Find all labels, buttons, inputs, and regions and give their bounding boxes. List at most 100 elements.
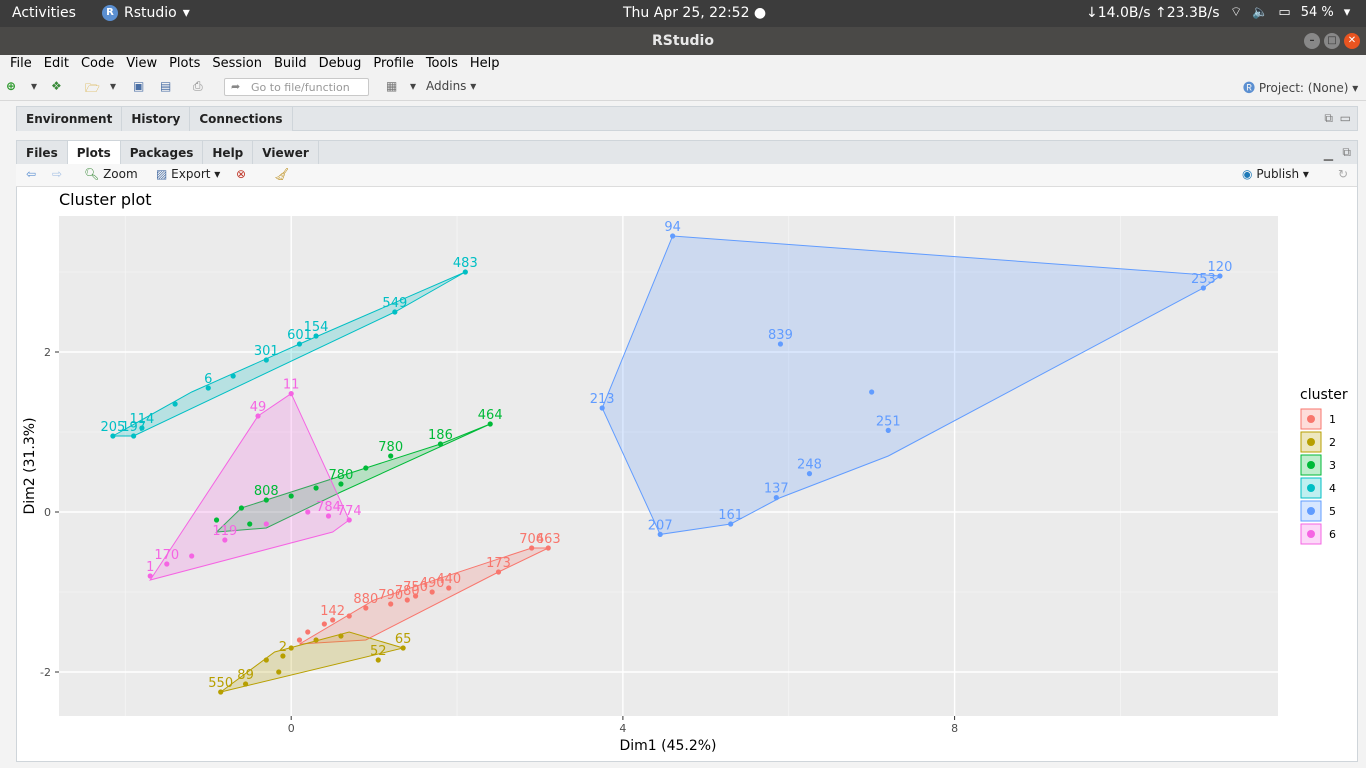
chevron-down-icon[interactable]: ▾ — [410, 79, 417, 93]
legend-label-6: 6 — [1329, 528, 1336, 541]
cluster-3-point — [338, 481, 344, 487]
open-folder-icon[interactable]: 🗁 — [85, 81, 100, 95]
menu-profile[interactable]: Profile — [373, 56, 414, 71]
cluster-1-point-label: 706 — [519, 532, 544, 547]
maximize-pane-icon[interactable]: ▭ — [1339, 111, 1351, 125]
chevron-down-icon[interactable]: ▾ — [31, 79, 38, 93]
legend-label-1: 1 — [1329, 413, 1336, 426]
close-icon[interactable]: ✕ — [1344, 33, 1360, 49]
zoom-button[interactable]: 🔍︎ Zoom — [84, 167, 138, 181]
remove-plot-icon[interactable]: ⊗ — [236, 167, 247, 181]
back-arrow-icon[interactable]: ⇦ — [26, 167, 37, 181]
tab-viewer[interactable]: Viewer — [253, 141, 319, 165]
cluster-5-point — [869, 389, 875, 395]
menu-help[interactable]: Help — [469, 56, 500, 71]
y-axis-label: Dim2 (31.3%) — [22, 417, 38, 514]
tab-history[interactable]: History — [122, 107, 191, 131]
cluster-4-point — [110, 433, 116, 439]
tab-packages[interactable]: Packages — [120, 141, 204, 165]
legend-swatch-3 — [1307, 461, 1315, 469]
system-tray[interactable]: ⌔ 🔈 ▭ 54 % ▾ — [1230, 4, 1351, 21]
new-project-icon[interactable]: ❖ — [51, 79, 62, 93]
cluster-3-point — [313, 485, 319, 491]
battery-percent: 54 % — [1300, 4, 1334, 20]
plot-toolbar: ⇦ ⇨ 🔍︎ Zoom ▨ Export ▾ ⊗ 🧹︎ ◉ Publish ▾ … — [16, 164, 1357, 187]
cluster-2-point — [288, 645, 294, 651]
restore-pane-icon[interactable]: ⧉ — [1324, 111, 1333, 125]
legend-swatch-6 — [1307, 530, 1315, 538]
cluster-2-point — [276, 669, 282, 675]
cluster-5-point-label: 251 — [876, 414, 901, 429]
project-menu[interactable]: 🅡 Project: (None) ▾ — [1243, 81, 1359, 95]
broom-icon[interactable]: 🧹︎ — [274, 167, 290, 181]
cluster-1-point-label: 173 — [486, 556, 511, 571]
cluster-1-point — [495, 569, 502, 575]
tab-plots[interactable]: Plots — [67, 141, 121, 165]
export-button[interactable]: ▨ Export ▾ — [156, 167, 221, 181]
legend-label-5: 5 — [1329, 505, 1336, 518]
cluster-5-point-label: 137 — [764, 482, 789, 497]
save-icon[interactable]: ▣ — [133, 79, 145, 93]
cluster-5-point — [1217, 273, 1223, 279]
new-file-icon[interactable]: ⊕ — [6, 79, 17, 93]
forward-arrow-icon[interactable]: ⇨ — [52, 167, 63, 181]
window-title: RStudio — [652, 33, 714, 49]
legend-label-3: 3 — [1329, 459, 1336, 472]
print-icon[interactable]: ⎙ — [193, 79, 203, 93]
cluster-5-point-label: 253 — [1191, 272, 1216, 287]
cluster-3-point — [487, 421, 493, 427]
cluster-4-point-label: 154 — [304, 320, 329, 335]
export-icon: ▨ — [156, 167, 168, 181]
refresh-icon[interactable]: ↻ — [1338, 167, 1349, 181]
addins-label: Addins — [426, 79, 467, 93]
cluster-4-point — [131, 433, 137, 439]
cluster-2-point-label: 65 — [395, 632, 412, 647]
grid-layout-icon[interactable]: ▦ — [386, 79, 398, 93]
restore-pane-icon[interactable]: ⧉ — [1342, 145, 1351, 159]
grid-lines — [59, 216, 1278, 716]
tab-environment[interactable]: Environment — [17, 107, 123, 131]
legend-swatch-1 — [1307, 415, 1315, 423]
activities-button[interactable]: Activities — [12, 5, 76, 21]
environment-pane: Environment History Connections ⧉ ▭ — [16, 106, 1358, 131]
chevron-down-icon: ▾ — [1343, 4, 1351, 20]
cluster-6-point-label: 170 — [154, 548, 179, 563]
menu-build[interactable]: Build — [273, 56, 307, 71]
tab-connections[interactable]: Connections — [190, 107, 293, 131]
menu-view[interactable]: View — [126, 56, 158, 71]
menu-debug[interactable]: Debug — [318, 56, 362, 71]
tab-files[interactable]: Files — [17, 141, 68, 165]
app-menu-button[interactable]: R Rstudio ▾ — [102, 5, 190, 21]
window-title-bar: RStudio – □ ✕ — [0, 27, 1366, 55]
minimize-icon[interactable]: – — [1304, 33, 1320, 49]
publish-button[interactable]: ◉ Publish ▾ — [1242, 167, 1309, 181]
legend: cluster 1 2 3 4 5 6 — [1300, 387, 1348, 545]
menu-edit[interactable]: Edit — [43, 56, 69, 71]
clock[interactable]: Thu Apr 25, 22:52 ● — [623, 5, 767, 21]
rstudio-logo-icon: R — [102, 5, 118, 21]
menu-code[interactable]: Code — [80, 56, 115, 71]
chevron-down-icon[interactable]: ▾ — [110, 79, 117, 93]
minimize-pane-icon[interactable]: ▁ — [1323, 147, 1333, 161]
cluster-2-point — [313, 637, 319, 643]
wifi-icon: ⌔ — [1230, 5, 1243, 20]
save-all-icon[interactable]: ▤ — [160, 79, 172, 93]
cluster-2-point-label: 52 — [370, 644, 387, 659]
menu-tools[interactable]: Tools — [425, 56, 458, 71]
cluster-6-point — [147, 573, 153, 579]
maximize-icon[interactable]: □ — [1324, 33, 1340, 49]
cluster-5-point — [1200, 285, 1206, 291]
cluster-3-point-label: 186 — [428, 428, 453, 443]
menu-plots[interactable]: Plots — [169, 56, 201, 71]
cluster-2-point-label: 89 — [237, 668, 254, 683]
cluster-5-point-label: 161 — [718, 508, 743, 523]
cluster-5-point-label: 248 — [797, 458, 822, 473]
goto-file-input[interactable]: ➦ Go to file/function — [224, 78, 369, 96]
addins-button[interactable]: Addins ▾ — [426, 79, 477, 93]
cluster-6-point-label: 119 — [212, 524, 237, 539]
app-menu-label: Rstudio — [124, 5, 177, 21]
menu-file[interactable]: File — [10, 56, 32, 71]
menu-session[interactable]: Session — [212, 56, 262, 71]
tab-help[interactable]: Help — [203, 141, 254, 165]
cluster-1-point-label: 142 — [320, 604, 345, 619]
